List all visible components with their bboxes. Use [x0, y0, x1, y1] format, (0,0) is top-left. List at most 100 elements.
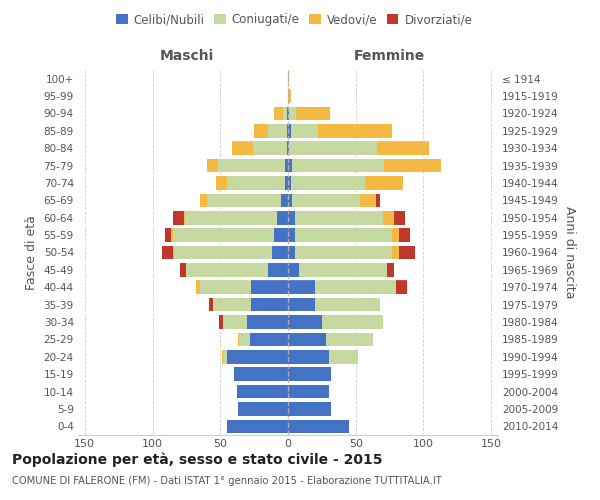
Bar [288, 246, 415, 260]
Bar [274, 228, 288, 242]
Bar [227, 420, 288, 433]
Bar [288, 420, 349, 433]
Bar [207, 194, 288, 207]
Bar [288, 176, 403, 190]
Bar [251, 280, 288, 294]
Bar [214, 298, 288, 312]
Bar [232, 142, 288, 155]
Bar [272, 246, 288, 260]
Bar [288, 106, 330, 120]
Bar [223, 315, 288, 329]
Bar [288, 332, 373, 346]
Bar [288, 332, 326, 346]
Bar [288, 280, 315, 294]
Bar [254, 124, 288, 138]
Bar [238, 402, 288, 415]
Bar [288, 194, 376, 207]
Bar [288, 176, 403, 190]
Bar [227, 420, 288, 433]
Bar [288, 159, 384, 172]
Bar [173, 246, 288, 260]
Bar [250, 332, 288, 346]
Y-axis label: Anni di nascita: Anni di nascita [563, 206, 575, 298]
Bar [218, 159, 288, 172]
Bar [288, 90, 291, 103]
Bar [283, 106, 288, 120]
Bar [247, 315, 288, 329]
Bar [288, 142, 429, 155]
Bar [288, 228, 295, 242]
Bar [234, 368, 288, 381]
Bar [173, 211, 288, 224]
Bar [288, 298, 380, 312]
Bar [288, 315, 383, 329]
Bar [288, 159, 441, 172]
Bar [173, 228, 288, 242]
Bar [200, 194, 288, 207]
Bar [200, 280, 288, 294]
Bar [288, 228, 410, 242]
Bar [172, 228, 288, 242]
Bar [288, 385, 329, 398]
Bar [288, 194, 292, 207]
Bar [288, 246, 399, 260]
Bar [288, 124, 318, 138]
Bar [251, 298, 288, 312]
Bar [288, 72, 289, 86]
Bar [179, 263, 288, 276]
Bar [234, 368, 288, 381]
Bar [288, 194, 360, 207]
Bar [207, 159, 288, 172]
Bar [227, 350, 288, 364]
Bar [239, 332, 288, 346]
Bar [288, 350, 358, 364]
Bar [288, 124, 392, 138]
Bar [288, 298, 380, 312]
Bar [288, 315, 383, 329]
Bar [236, 385, 288, 398]
Bar [238, 332, 288, 346]
Bar [196, 280, 288, 294]
Bar [288, 402, 331, 415]
Bar [254, 124, 288, 138]
Bar [234, 368, 288, 381]
Bar [214, 298, 288, 312]
Bar [207, 159, 288, 172]
Bar [288, 176, 291, 190]
Bar [200, 194, 288, 207]
Bar [236, 385, 288, 398]
Bar [238, 402, 288, 415]
Text: Maschi: Maschi [159, 49, 214, 63]
Bar [219, 315, 288, 329]
Bar [288, 142, 377, 155]
Bar [288, 298, 380, 312]
Bar [274, 106, 288, 120]
Bar [288, 350, 329, 364]
Bar [253, 142, 288, 155]
Bar [288, 280, 407, 294]
Bar [221, 350, 288, 364]
Bar [285, 159, 288, 172]
Bar [288, 142, 429, 155]
Bar [288, 263, 299, 276]
Bar [288, 211, 295, 224]
Bar [288, 402, 331, 415]
Bar [288, 368, 331, 381]
Bar [288, 315, 383, 329]
Bar [227, 420, 288, 433]
Bar [288, 106, 330, 120]
Bar [288, 332, 373, 346]
Bar [288, 280, 397, 294]
Bar [187, 263, 288, 276]
Bar [216, 176, 288, 190]
Bar [288, 420, 349, 433]
Bar [174, 246, 288, 260]
Bar [288, 211, 404, 224]
Bar [268, 124, 288, 138]
Bar [227, 420, 288, 433]
Bar [288, 72, 289, 86]
Bar [288, 350, 358, 364]
Bar [277, 211, 288, 224]
Bar [238, 332, 288, 346]
Bar [185, 211, 288, 224]
